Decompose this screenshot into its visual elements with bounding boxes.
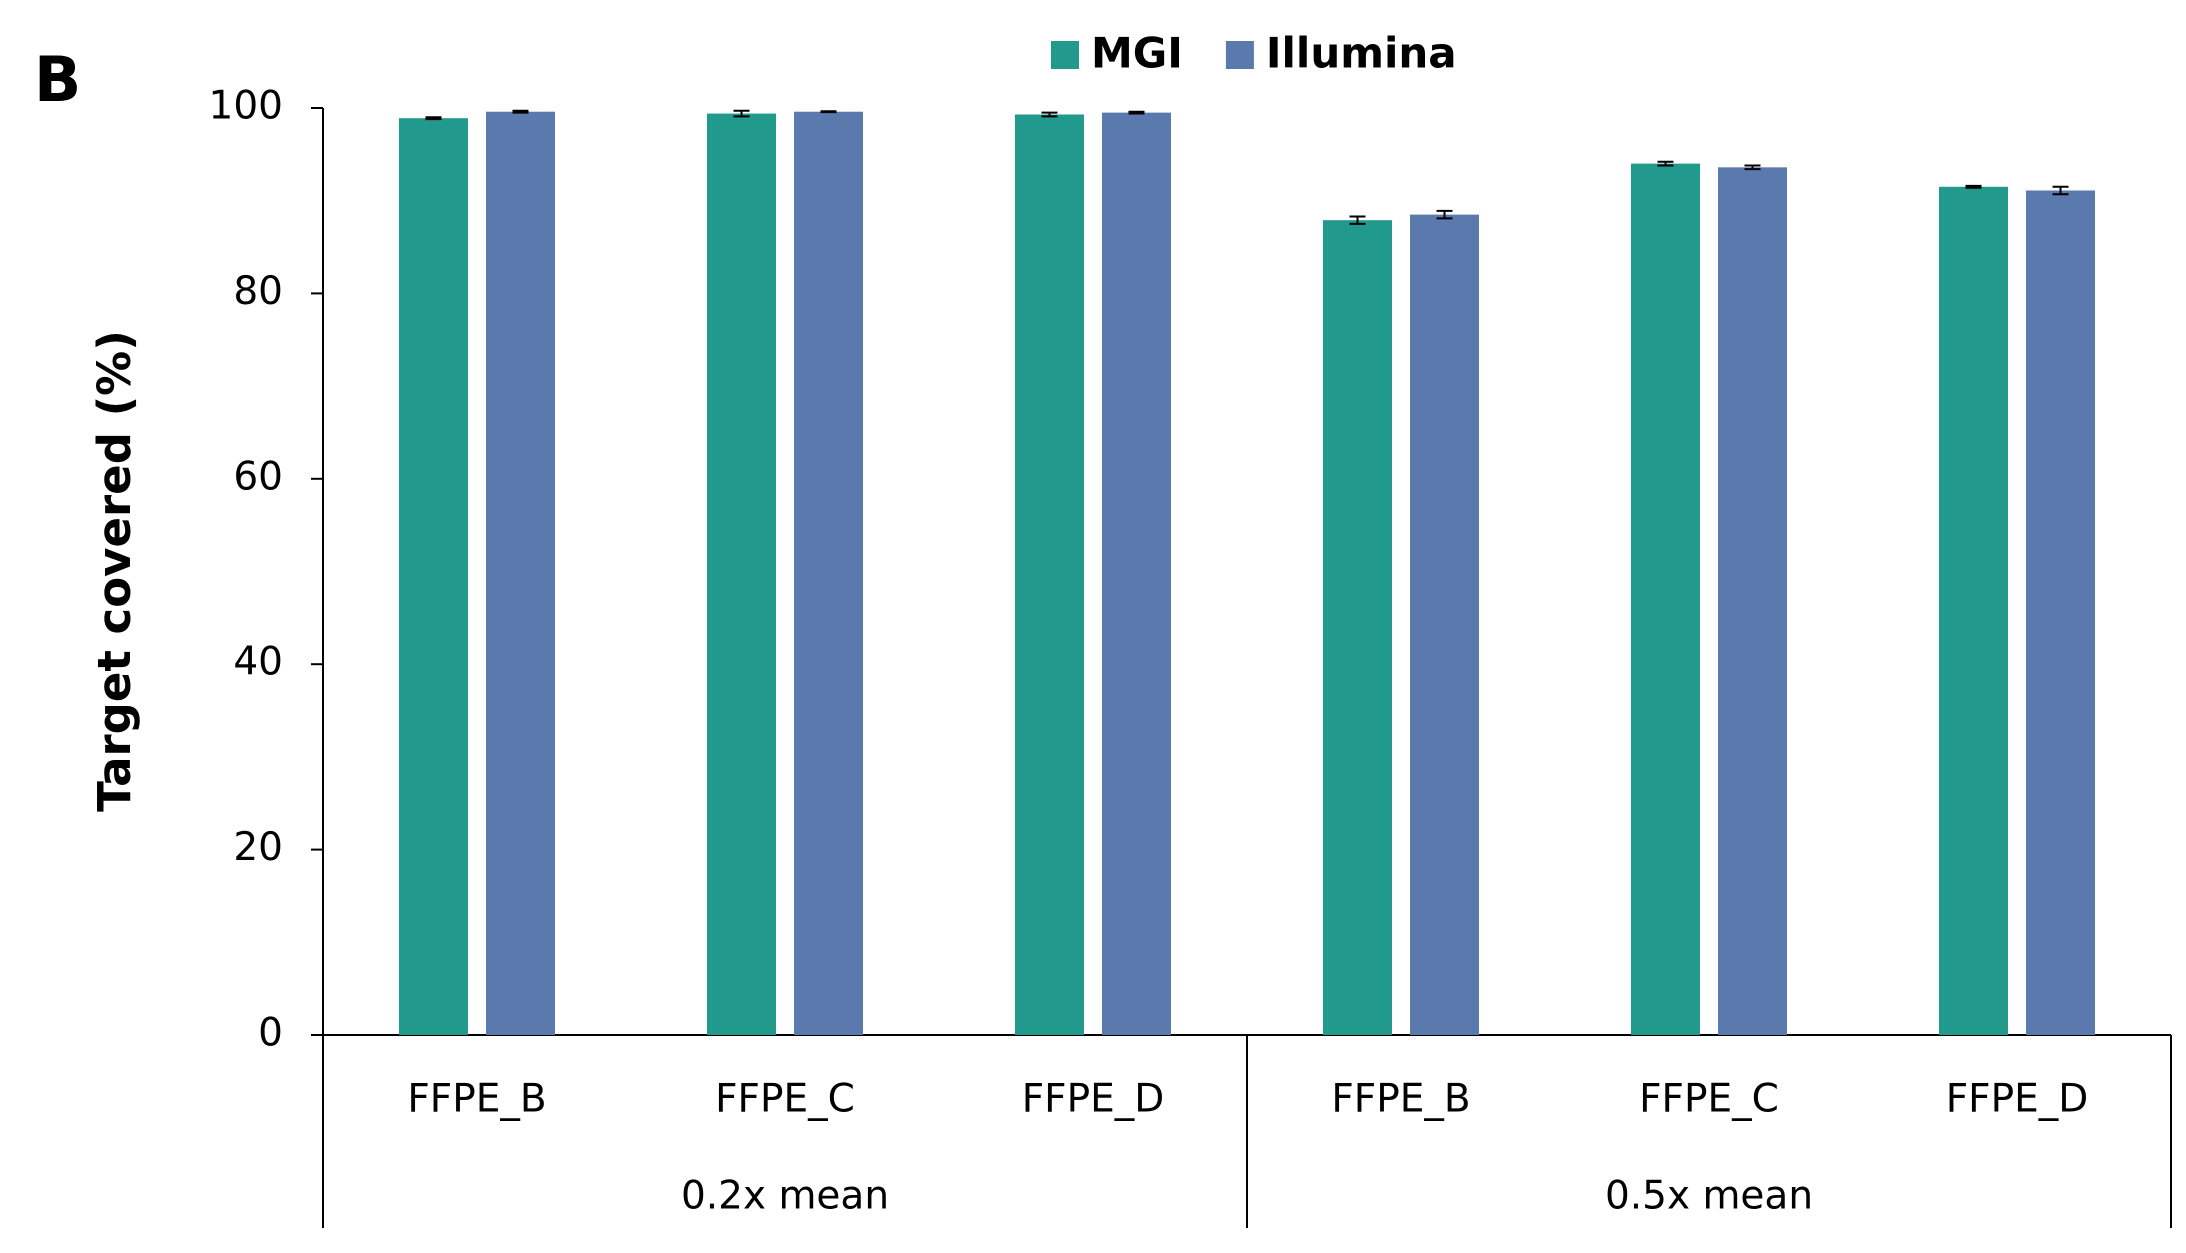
bar xyxy=(794,111,863,1035)
bar xyxy=(1015,114,1084,1035)
error-bar xyxy=(512,109,529,114)
x-tick-label: FFPE_D xyxy=(1022,1077,1165,1122)
error-bar xyxy=(820,110,837,114)
error-bar xyxy=(1744,164,1761,171)
y-tick-label: 40 xyxy=(233,640,283,685)
error-bar xyxy=(1965,184,1982,189)
bar xyxy=(1323,220,1392,1036)
x-tick-label: FFPE_B xyxy=(407,1077,546,1122)
group-label: 0.5x mean xyxy=(1605,1174,1813,1219)
error-bar xyxy=(1657,160,1674,167)
error-bar xyxy=(425,116,442,121)
y-tick-label: 0 xyxy=(258,1011,283,1056)
bar xyxy=(2026,190,2095,1036)
bar xyxy=(1718,167,1787,1035)
y-tick-label: 60 xyxy=(233,454,283,499)
x-tick-label: FFPE_D xyxy=(1946,1077,2089,1122)
error-bar xyxy=(1128,110,1145,115)
bar xyxy=(707,113,776,1035)
panel-label: B xyxy=(34,43,81,116)
group-label: 0.2x mean xyxy=(681,1174,889,1219)
error-bar xyxy=(1436,209,1453,220)
y-tick-label: 20 xyxy=(233,825,283,870)
error-bar xyxy=(1041,111,1058,118)
legend-swatch xyxy=(1051,41,1079,69)
y-axis-title: Target covered (%) xyxy=(88,330,141,812)
legend-label: Illumina xyxy=(1266,29,1457,78)
y-tick-label: 100 xyxy=(209,84,283,129)
bar xyxy=(399,118,468,1035)
error-bar xyxy=(733,109,750,118)
bar xyxy=(1631,163,1700,1035)
bar xyxy=(1102,112,1171,1035)
bar xyxy=(1410,214,1479,1036)
x-tick-label: FFPE_C xyxy=(1639,1077,1779,1122)
x-tick-label: FFPE_B xyxy=(1331,1077,1470,1122)
y-tick-label: 80 xyxy=(233,269,283,314)
legend-swatch xyxy=(1225,41,1254,69)
bar xyxy=(486,111,555,1035)
bar xyxy=(1939,186,2008,1036)
x-tick-label: FFPE_C xyxy=(715,1077,855,1122)
error-bar xyxy=(1349,215,1366,225)
error-bar xyxy=(2052,185,2069,196)
legend-label: MGI xyxy=(1091,29,1183,78)
